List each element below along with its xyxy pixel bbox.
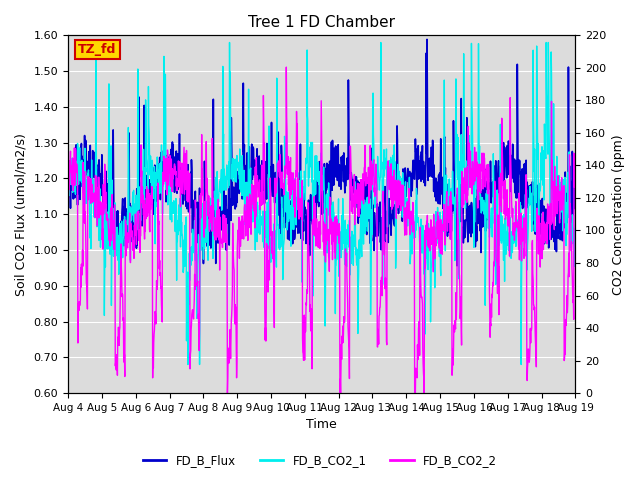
X-axis label: Time: Time bbox=[307, 419, 337, 432]
FD_B_Flux bbox=[512, 195, 520, 201]
Y-axis label: CO2 Concentration (ppm): CO2 Concentration (ppm) bbox=[612, 134, 625, 295]
FD_B_CO2_1 bbox=[401, 184, 408, 190]
FD_B_CO2_2 bbox=[223, 390, 231, 396]
FD_B_CO2_1 bbox=[177, 192, 185, 198]
FD_B_CO2_1 bbox=[572, 222, 579, 228]
Y-axis label: Soil CO2 Flux (umol/m2/s): Soil CO2 Flux (umol/m2/s) bbox=[15, 133, 28, 296]
Text: TZ_fd: TZ_fd bbox=[78, 43, 116, 56]
FD_B_CO2_1 bbox=[184, 361, 192, 367]
FD_B_CO2_2 bbox=[177, 168, 185, 173]
Legend: FD_B_Flux, FD_B_CO2_1, FD_B_CO2_2: FD_B_Flux, FD_B_CO2_1, FD_B_CO2_2 bbox=[138, 449, 502, 472]
FD_B_CO2_1 bbox=[234, 159, 242, 165]
FD_B_Flux bbox=[164, 166, 172, 172]
FD_B_Flux bbox=[572, 197, 579, 203]
FD_B_CO2_2 bbox=[572, 174, 579, 180]
FD_B_CO2_2 bbox=[512, 199, 520, 204]
Line: FD_B_Flux: FD_B_Flux bbox=[68, 39, 575, 266]
FD_B_Flux bbox=[177, 165, 185, 171]
FD_B_Flux bbox=[423, 36, 431, 42]
FD_B_Flux bbox=[234, 171, 241, 177]
Line: FD_B_CO2_2: FD_B_CO2_2 bbox=[68, 67, 575, 393]
FD_B_CO2_2 bbox=[164, 177, 172, 183]
FD_B_Flux bbox=[400, 175, 408, 181]
Line: FD_B_CO2_1: FD_B_CO2_1 bbox=[68, 43, 575, 364]
FD_B_CO2_2 bbox=[282, 64, 290, 70]
FD_B_CO2_1 bbox=[164, 186, 172, 192]
FD_B_CO2_2 bbox=[467, 166, 475, 171]
FD_B_CO2_2 bbox=[401, 232, 408, 238]
FD_B_Flux bbox=[453, 263, 461, 269]
FD_B_CO2_2 bbox=[64, 170, 72, 176]
FD_B_CO2_2 bbox=[234, 227, 242, 233]
Title: Tree 1 FD Chamber: Tree 1 FD Chamber bbox=[248, 15, 396, 30]
FD_B_CO2_1 bbox=[467, 175, 475, 180]
FD_B_CO2_1 bbox=[64, 192, 72, 198]
FD_B_Flux bbox=[467, 234, 475, 240]
FD_B_Flux bbox=[64, 161, 72, 167]
FD_B_CO2_1 bbox=[512, 243, 520, 249]
FD_B_CO2_1 bbox=[226, 40, 234, 46]
